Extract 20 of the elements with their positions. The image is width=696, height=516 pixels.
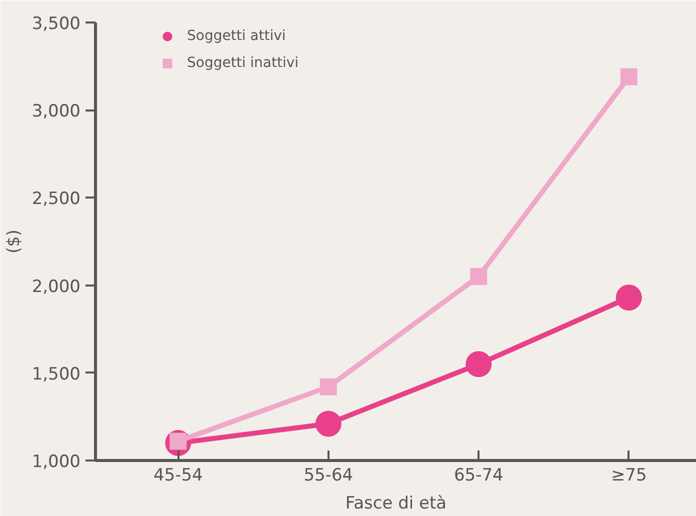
x-tick-label: 45-54: [153, 466, 203, 486]
x-tick-label: ≥75: [610, 466, 647, 486]
point: [315, 410, 342, 437]
y-tick-label: 2,000: [32, 276, 81, 297]
legend-label: Soggetti attivi: [187, 28, 286, 44]
y-tick-label: 3,500: [32, 14, 81, 34]
point: [620, 68, 638, 86]
y-tick-label: 2,500: [32, 189, 81, 210]
x-tick-label: 65-74: [454, 466, 504, 486]
x-tick-label: 55-64: [304, 466, 354, 486]
y-tick-label: 1,000: [32, 452, 81, 472]
x-axis-title: Fasce di età: [345, 494, 447, 514]
y-tick-label: 1,500: [32, 364, 81, 384]
point: [320, 378, 337, 396]
point: [466, 351, 492, 378]
y-tick-label: 3,000: [32, 102, 81, 122]
point: [470, 268, 488, 286]
legend-label: Soggetti inattivi: [187, 55, 299, 71]
y-axis-title: ($): [4, 229, 24, 254]
point: [616, 284, 642, 311]
